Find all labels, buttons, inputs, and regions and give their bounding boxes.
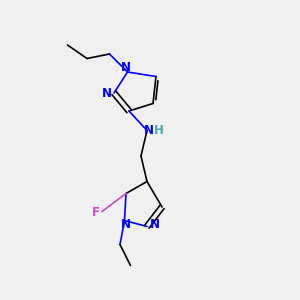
- Text: N: N: [149, 218, 160, 232]
- Text: N: N: [121, 61, 131, 74]
- Text: H: H: [154, 124, 164, 137]
- Text: N: N: [143, 124, 154, 137]
- Text: N: N: [121, 218, 131, 232]
- Text: N: N: [101, 86, 112, 100]
- Text: F: F: [92, 206, 100, 220]
